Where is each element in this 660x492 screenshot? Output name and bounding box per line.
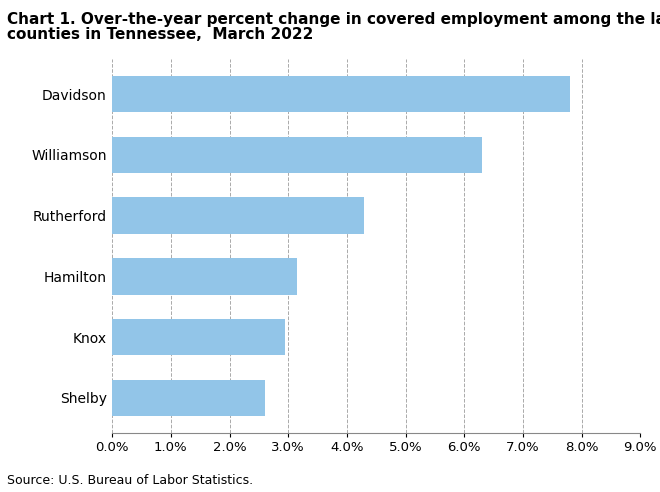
Text: counties in Tennessee,  March 2022: counties in Tennessee, March 2022	[7, 27, 313, 42]
Bar	[112, 379, 265, 416]
Text: Chart 1. Over-the-year percent change in covered employment among the largest: Chart 1. Over-the-year percent change in…	[7, 12, 660, 27]
Bar	[112, 258, 297, 295]
Bar	[112, 76, 570, 113]
Bar	[112, 137, 482, 173]
Bar	[112, 197, 364, 234]
Text: Source: U.S. Bureau of Labor Statistics.: Source: U.S. Bureau of Labor Statistics.	[7, 474, 253, 487]
Bar	[112, 319, 285, 355]
